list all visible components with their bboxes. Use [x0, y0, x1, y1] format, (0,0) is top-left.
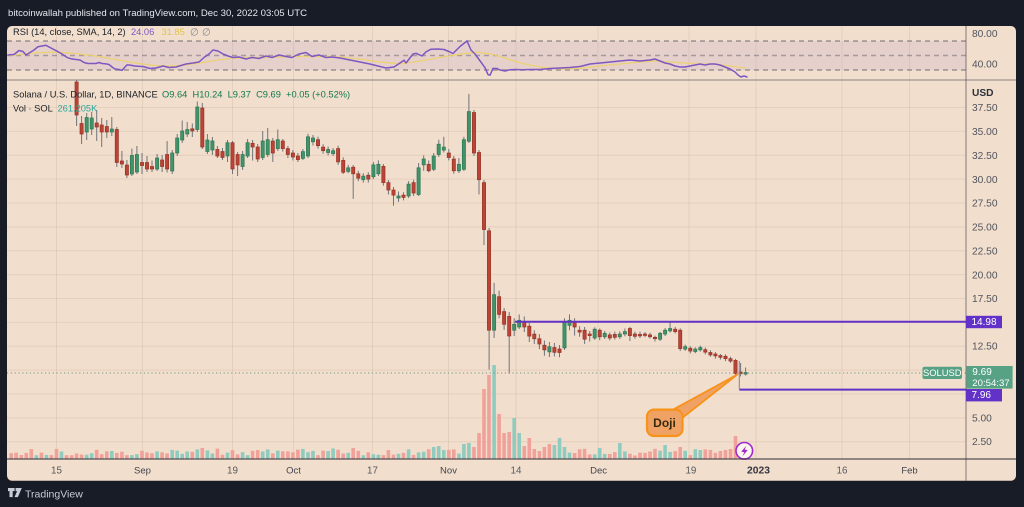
svg-text:Vol · SOL: Vol · SOL — [13, 104, 53, 114]
svg-text:Oct: Oct — [286, 466, 301, 477]
svg-text:SOLUSD: SOLUSD — [923, 367, 962, 378]
svg-text:25.00: 25.00 — [972, 223, 998, 234]
svg-text:37.50: 37.50 — [972, 103, 998, 114]
svg-text:Doji: Doji — [653, 416, 676, 430]
svg-text:16: 16 — [837, 466, 848, 477]
svg-text:14: 14 — [511, 466, 522, 477]
svg-text:Solana / U.S. Dollar, 1D, BINA: Solana / U.S. Dollar, 1D, BINANCE — [13, 90, 158, 100]
svg-text:Feb: Feb — [901, 466, 917, 477]
svg-text:O9.64 H10.24 L9.37 C9.69 +: O9.64 H10.24 L9.37 C9.69 +0.05 (+0.52%) — [162, 90, 350, 100]
svg-text:2023: 2023 — [747, 466, 770, 477]
svg-text:30.00: 30.00 — [972, 175, 998, 186]
svg-text:20:54:37: 20:54:37 — [972, 378, 1009, 389]
svg-text:27.50: 27.50 — [972, 199, 998, 210]
svg-text:20.00: 20.00 — [972, 270, 998, 281]
svg-text:17.50: 17.50 — [972, 294, 998, 305]
svg-text:5.00: 5.00 — [972, 413, 992, 424]
svg-text:RSI (14, close, SMA, 14, 2): RSI (14, close, SMA, 14, 2) — [13, 27, 126, 37]
svg-text:19: 19 — [227, 466, 238, 477]
svg-text:Dec: Dec — [590, 466, 607, 477]
svg-text:35.00: 35.00 — [972, 127, 998, 138]
svg-text:22.50: 22.50 — [972, 246, 998, 257]
svg-text:7.96: 7.96 — [972, 390, 992, 401]
svg-text:80.00: 80.00 — [972, 29, 998, 40]
svg-text:TradingView: TradingView — [25, 489, 83, 501]
svg-text:USD: USD — [972, 88, 994, 99]
svg-text:17: 17 — [367, 466, 378, 477]
svg-text:∅: ∅ — [190, 28, 199, 39]
svg-text:14.98: 14.98 — [972, 317, 997, 328]
svg-text:31.85: 31.85 — [162, 27, 185, 37]
svg-text:∅: ∅ — [202, 28, 211, 39]
svg-text:32.50: 32.50 — [972, 151, 998, 162]
svg-text:Sep: Sep — [134, 466, 151, 477]
svg-text:40.00: 40.00 — [972, 60, 998, 71]
svg-text:19: 19 — [685, 466, 696, 477]
svg-text:bitcoinwallah published on Tra: bitcoinwallah published on TradingView.c… — [8, 8, 307, 19]
svg-text:9.69: 9.69 — [972, 367, 992, 378]
svg-text:24.06: 24.06 — [131, 27, 154, 37]
svg-text:12.50: 12.50 — [972, 342, 998, 353]
svg-text:15: 15 — [51, 466, 62, 477]
svg-text:261.205K: 261.205K — [58, 104, 99, 114]
svg-text:2.50: 2.50 — [972, 437, 992, 448]
svg-text:Nov: Nov — [440, 466, 457, 477]
